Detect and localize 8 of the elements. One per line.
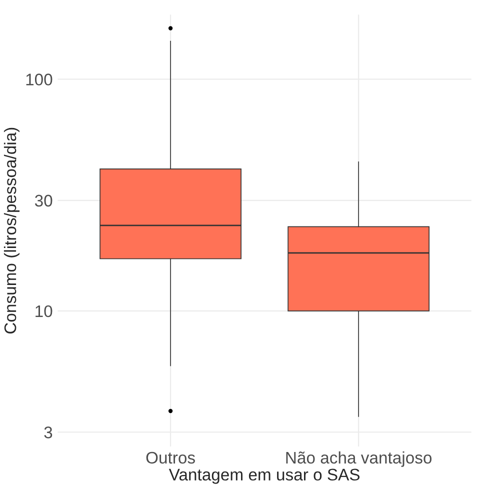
y-tick-label: 10 (36, 305, 52, 318)
x-tick-label: Outros (146, 452, 195, 464)
x-tick-label: Não acha vantajoso (286, 451, 432, 467)
y-tick-label: 100 (26, 74, 52, 86)
x-axis-title: Vantagem em usar o SAS (168, 468, 360, 484)
y-tick-label: 30 (34, 194, 52, 207)
y-axis-title: Consumo (litros/pessoa/dia) (4, 128, 20, 334)
y-tick-label: 3 (44, 426, 52, 438)
